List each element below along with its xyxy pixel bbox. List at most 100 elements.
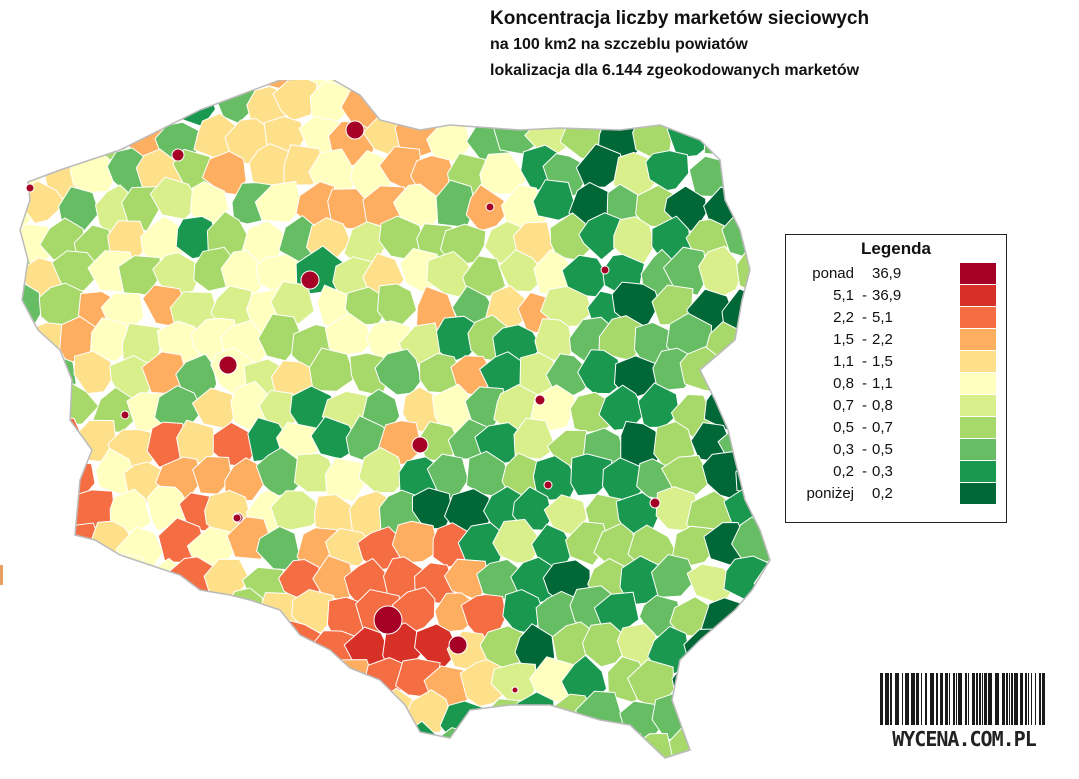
county-region [392, 586, 436, 634]
legend-swatch [960, 417, 996, 438]
legend-item-separator: - [862, 419, 867, 436]
barcode-bar [1020, 673, 1023, 725]
county-region [717, 623, 762, 666]
legend-swatch [960, 351, 996, 372]
legend-item-high: 0,2 [872, 485, 893, 502]
legend-item-low: poniżej [806, 485, 854, 502]
county-region [34, 80, 81, 130]
county-region [566, 80, 614, 93]
legend-item: 0,7-0,8 [786, 395, 1006, 417]
barcode-bar [930, 673, 934, 725]
county-region [92, 728, 140, 758]
barcode-bar [940, 673, 943, 725]
legend-item-high: 0,7 [872, 419, 893, 436]
legend: Legenda ponad 36,9 5,1-36,9 2,2-5,1 1,5-2,2 1… [785, 234, 1007, 523]
legend-item-low: 2,2 [833, 309, 854, 326]
county-region [157, 590, 204, 639]
county-region [540, 285, 593, 327]
county-region [322, 728, 374, 758]
county-region [296, 722, 343, 758]
county-region [650, 553, 697, 599]
county-region [731, 733, 770, 758]
title-line-1: Koncentracja liczby marketów sieciowych [490, 8, 870, 29]
county-region [751, 622, 770, 670]
brand-text: WYCENA.COM.PL [892, 727, 1037, 751]
barcode-bar [945, 673, 948, 725]
barcode-bar [1042, 673, 1045, 725]
county-region [479, 152, 528, 195]
barcode-bar [958, 673, 962, 725]
county-region [107, 553, 149, 596]
county-region [70, 83, 114, 128]
legend-item: 0,2-0,3 [786, 461, 1006, 483]
county-region [83, 663, 132, 706]
county-region [20, 518, 70, 565]
county-region [23, 322, 66, 367]
county-region [25, 659, 71, 711]
legend-swatch [960, 307, 996, 328]
legend-item: 2,2-5,1 [786, 307, 1006, 329]
city-hotspot [218, 355, 238, 375]
county-region [20, 587, 36, 636]
county-region [578, 212, 624, 261]
county-region [205, 630, 250, 677]
county-region [498, 249, 549, 293]
county-region [532, 179, 578, 221]
county-region [513, 417, 557, 460]
legend-item-separator: - [862, 441, 867, 458]
barcode-bar [885, 673, 889, 725]
barcode-bar [890, 673, 892, 725]
county-region [23, 725, 71, 758]
county-region [20, 658, 34, 706]
county-region [575, 143, 624, 188]
legend-item: poniżej 0,2 [786, 483, 1006, 505]
barcode-bar [1039, 673, 1041, 725]
county-region [159, 662, 201, 705]
legend-swatch [960, 461, 996, 482]
county-region [291, 660, 334, 707]
county-region [374, 348, 423, 396]
county-region [270, 490, 322, 531]
county-region [478, 86, 524, 129]
county-regions [20, 80, 770, 758]
legend-item-high: 2,2 [872, 331, 893, 348]
county-region [123, 594, 167, 638]
legend-item: 0,5-0,7 [786, 417, 1006, 439]
county-region [757, 422, 770, 468]
county-region [463, 80, 512, 87]
legend-item: 5,1-36,9 [786, 285, 1006, 307]
legend-item: 0,3-0,5 [786, 439, 1006, 461]
county-region [210, 688, 254, 735]
county-region [751, 286, 770, 330]
county-region [22, 121, 64, 166]
county-region [584, 80, 635, 120]
legend-swatch [960, 373, 996, 394]
county-region [20, 525, 35, 572]
brand-logo: WYCENA.COM.PL [878, 673, 1050, 765]
county-region [20, 687, 51, 738]
barcode-bar [1009, 673, 1010, 725]
county-region [201, 150, 247, 196]
county-region [138, 622, 186, 671]
legend-item-separator: - [862, 331, 867, 348]
county-region [619, 81, 663, 127]
county-region [190, 732, 237, 758]
county-region [735, 384, 770, 429]
county-region [528, 80, 575, 91]
county-region [58, 107, 105, 158]
county-region [324, 312, 374, 357]
county-region [20, 450, 38, 499]
county-region [160, 80, 201, 95]
barcode-bar [1011, 673, 1013, 725]
county-region [753, 80, 770, 122]
city-hotspot [511, 686, 519, 694]
legend-item-separator: - [862, 309, 867, 326]
legend-item: 1,1-1,5 [786, 351, 1006, 373]
legend-item-low: 5,1 [833, 287, 854, 304]
legend-item-separator: - [862, 375, 867, 392]
county-region [20, 491, 49, 534]
legend-item-low: 0,7 [833, 397, 854, 414]
county-region [266, 659, 308, 701]
county-region [220, 723, 272, 758]
city-hotspot [25, 183, 35, 193]
